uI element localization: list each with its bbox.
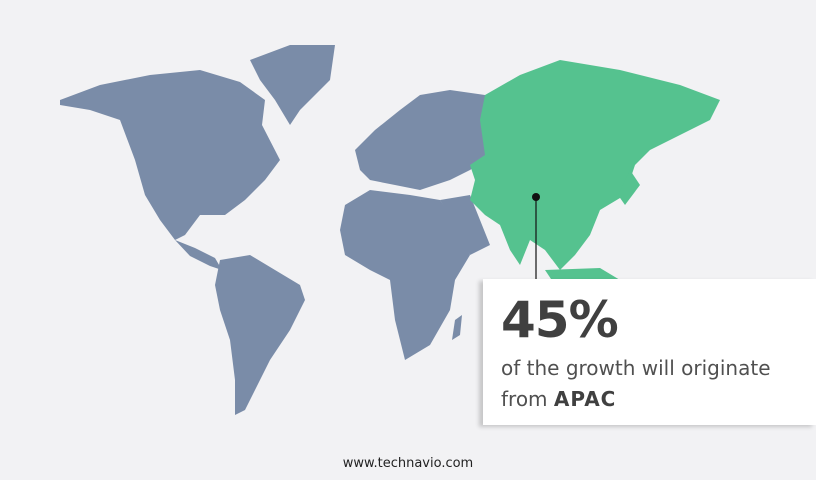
other-regions bbox=[60, 45, 490, 415]
central-america bbox=[175, 240, 222, 270]
europe bbox=[355, 90, 490, 190]
from-label: from bbox=[501, 387, 548, 411]
apac-region bbox=[470, 60, 720, 285]
region-label: APAC bbox=[553, 387, 617, 411]
north-america bbox=[60, 70, 280, 240]
apac-marker bbox=[532, 193, 540, 201]
description-text: of the growth will originate bbox=[501, 356, 771, 380]
japan bbox=[618, 170, 640, 205]
madagascar bbox=[452, 315, 462, 340]
south-america bbox=[215, 255, 305, 415]
growth-description: of the growth will originate from APAC bbox=[501, 353, 771, 415]
africa bbox=[340, 190, 470, 360]
middle-east bbox=[440, 195, 490, 255]
greenland bbox=[250, 45, 335, 125]
callout-card: 45% of the growth will originate from AP… bbox=[483, 279, 816, 425]
growth-percentage: 45% bbox=[501, 291, 619, 349]
footer-url: www.technavio.com bbox=[342, 456, 474, 471]
asia bbox=[470, 60, 720, 270]
